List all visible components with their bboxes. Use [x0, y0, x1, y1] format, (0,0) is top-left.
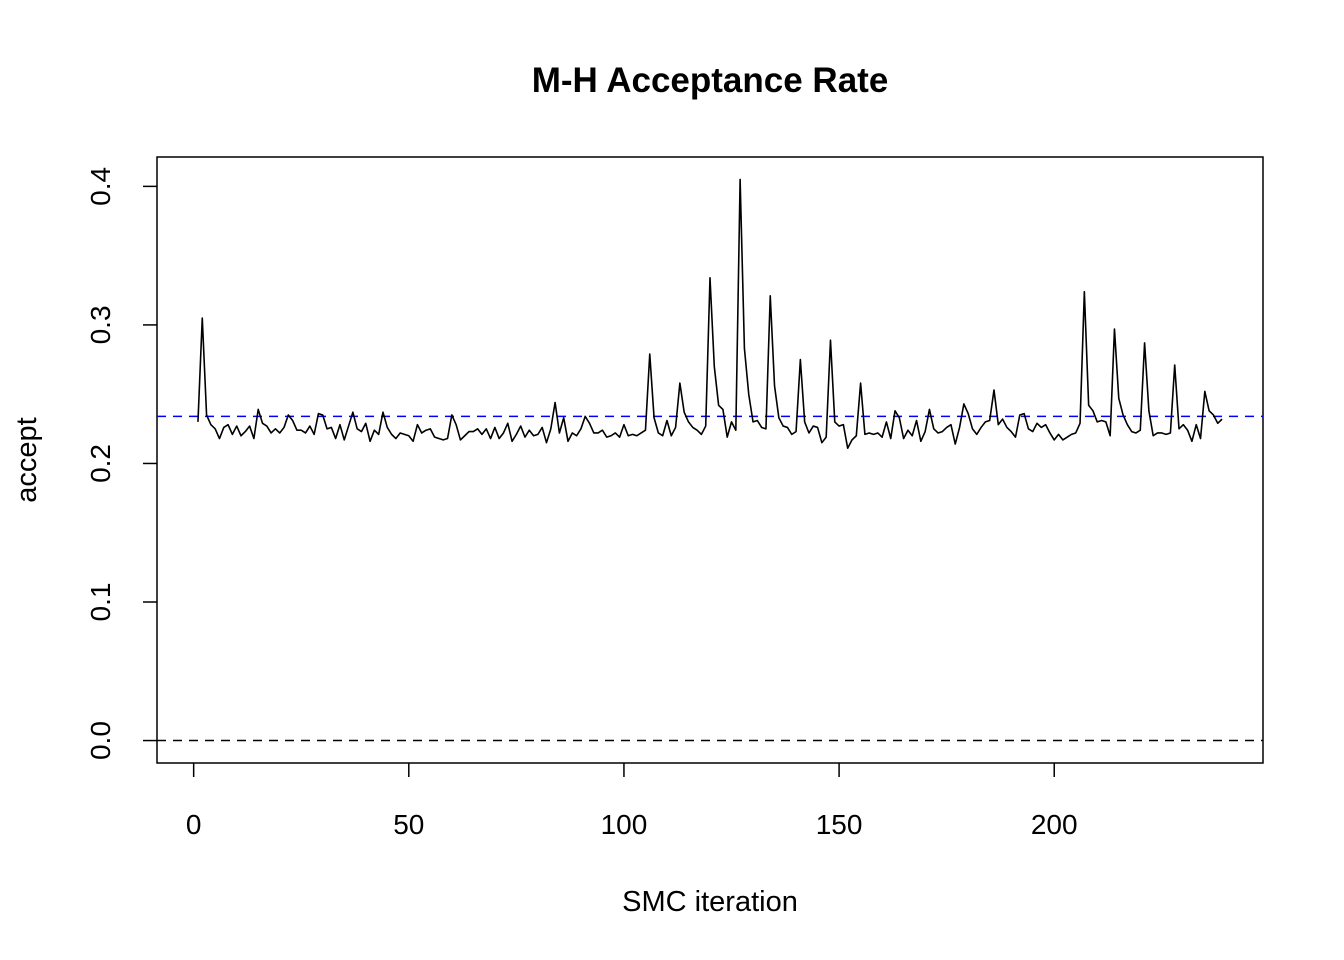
x-tick-label: 150: [816, 809, 863, 840]
y-tick-label: 0.2: [85, 444, 116, 483]
x-tick-label: 100: [601, 809, 648, 840]
data-line: [197, 178, 1223, 450]
y-tick-label: 0.1: [85, 583, 116, 622]
y-tick-label: 0.0: [85, 721, 116, 760]
x-tick-label: 0: [186, 809, 202, 840]
y-tick-label: 0.3: [85, 305, 116, 344]
x-tick-label: 50: [393, 809, 424, 840]
y-tick-label: 0.4: [85, 167, 116, 206]
x-tick-label: 200: [1031, 809, 1078, 840]
plot-box: [156, 156, 1264, 764]
y-axis-label: accept: [11, 417, 43, 502]
chart-title: M-H Acceptance Rate: [532, 61, 889, 100]
x-axis-label: SMC iteration: [622, 886, 798, 918]
